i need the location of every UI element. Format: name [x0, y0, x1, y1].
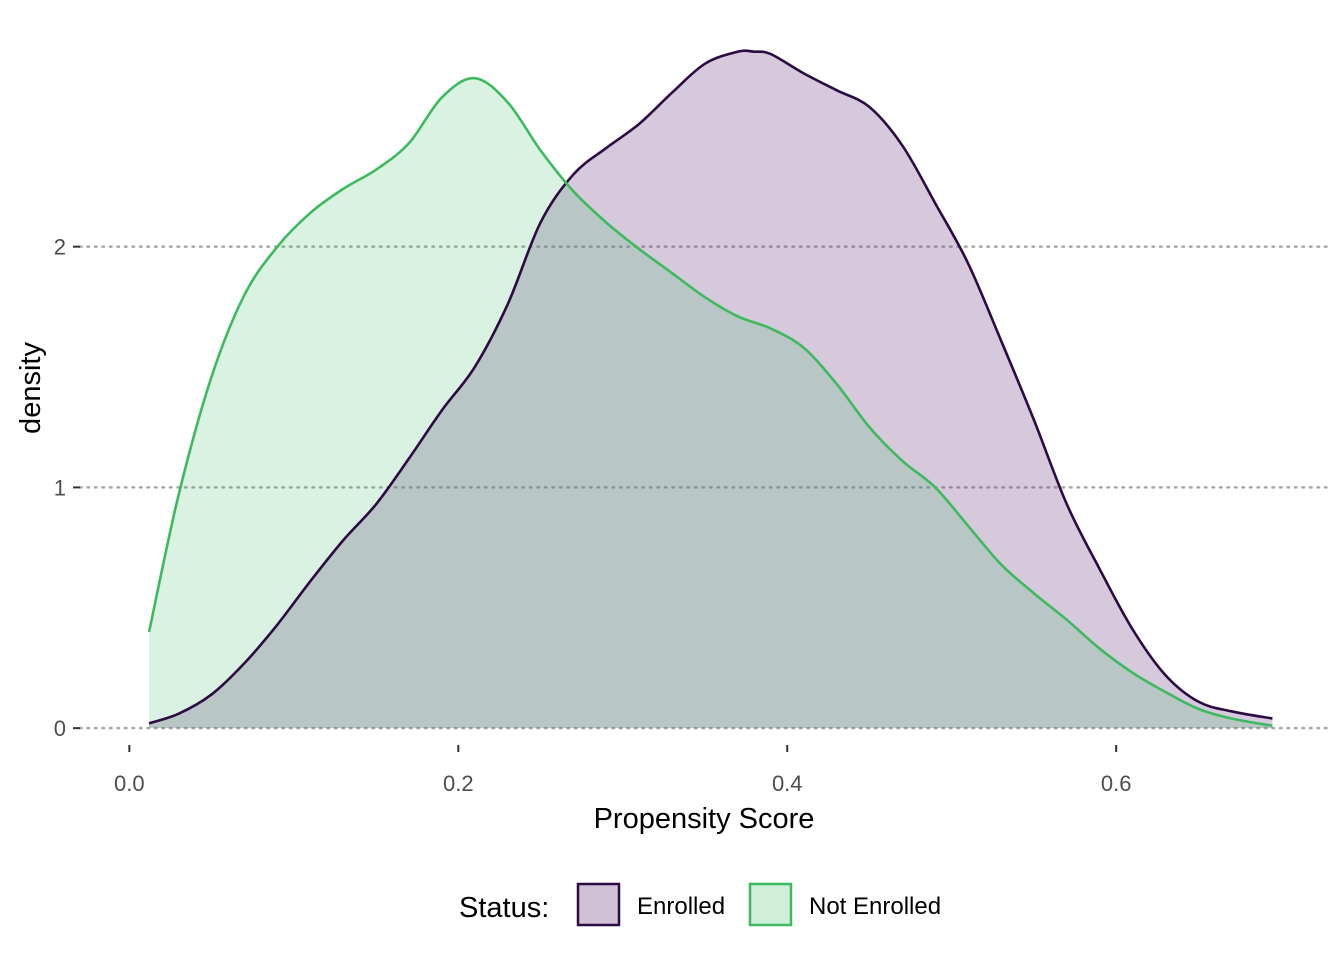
legend-label-not-enrolled: Not Enrolled — [809, 893, 941, 920]
legend-title: Status: — [459, 892, 549, 924]
legend: Status: Enrolled Not Enrolled — [459, 882, 941, 927]
y-tick-label-0: 0 — [54, 716, 66, 741]
density-area-not-enrolled — [149, 78, 1273, 729]
legend-key-not-enrolled — [748, 882, 793, 927]
density-line-not-enrolled — [147, 76, 1273, 728]
x-axis-title: Propensity Score — [594, 803, 815, 835]
y-tick-label-2: 2 — [54, 235, 66, 260]
x-tick-label-1: 0.2 — [443, 771, 474, 796]
axis-layer: 0 1 2 0.0 0.2 0.4 0.6 — [54, 235, 1132, 796]
x-tick-label-3: 0.6 — [1101, 771, 1132, 796]
density-line-enrolled — [148, 49, 1273, 725]
x-tick-label-0: 0.0 — [114, 771, 145, 796]
y-tick-label-1: 1 — [54, 475, 66, 500]
legend-label-enrolled: Enrolled — [637, 893, 725, 920]
x-tick-label-2: 0.4 — [772, 771, 803, 796]
series-layer — [147, 49, 1273, 729]
legend-key-enrolled — [576, 882, 621, 927]
density-area-enrolled — [149, 50, 1273, 729]
grid-layer — [78, 245, 1332, 730]
y-axis-title: density — [15, 342, 47, 434]
